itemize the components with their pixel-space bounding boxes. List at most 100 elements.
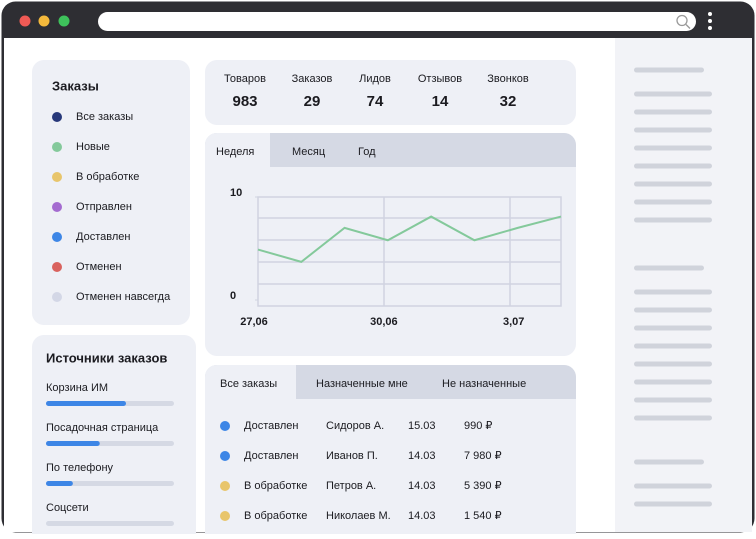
chart-tab[interactable]: Месяц [292,146,326,158]
source-label: Посадочная страница [46,422,159,434]
stat-label: Звонков [487,73,529,85]
chart-tabs-bar [205,133,576,167]
table-cell: 14.03 [408,450,436,462]
progress-track [46,521,174,526]
stat-label: Товаров [224,73,266,85]
placeholder-line [634,67,704,73]
address-bar[interactable] [98,12,696,31]
table-tab[interactable]: Все заказы [220,378,277,390]
orders-panel [32,60,190,325]
table-cell: Иванов П. [326,450,378,462]
chart-tab[interactable]: Год [358,146,376,158]
placeholder-line [634,145,712,151]
panel-title: Источники заказов [46,350,167,365]
placeholder-line [634,265,704,271]
chart-tab[interactable]: Неделя [216,146,254,158]
stat-label: Отзывов [418,73,462,85]
table-tabs-bar [205,365,576,399]
table-cell: 7 980 ₽ [464,450,502,462]
source-label: По телефону [46,462,114,474]
sources-panel [32,335,196,539]
table-cell: 990 ₽ [464,420,492,432]
maximize-button[interactable] [58,15,70,27]
table-cell: Доставлен [244,450,298,462]
placeholder-line [634,459,704,465]
status-dot [52,172,62,182]
menu-icon[interactable] [708,12,712,30]
stat-value: 29 [304,93,321,110]
table-tab[interactable]: Не назначенные [442,378,526,390]
status-dot [52,112,62,122]
active-tab[interactable] [205,365,296,399]
stat-value: 14 [432,93,449,110]
progress-fill [46,481,73,486]
placeholder-line [634,289,712,295]
placeholder-line [634,217,712,223]
status-dot [52,142,62,152]
placeholder-line [634,127,712,133]
table-cell: 14.03 [408,480,436,492]
stat-label: Лидов [359,73,391,85]
x-tick-label: 3,07 [503,316,524,328]
placeholder-line [634,109,712,115]
placeholder-line [634,181,712,187]
placeholder-line [634,307,712,313]
table-cell: Николаев М. [326,510,391,522]
placeholder-line [634,415,712,421]
progress-fill [46,401,126,406]
status-label[interactable]: Новые [76,141,110,153]
y-tick-label: 0 [230,290,236,302]
chart-grid [257,196,562,307]
status-dot [52,232,62,242]
status-label[interactable]: Отправлен [76,201,132,213]
table-cell: В обработке [244,480,307,492]
active-tab[interactable] [205,133,270,167]
x-tick-label: 30,06 [370,316,398,328]
status-dot [220,451,230,461]
search-icon-handle [685,24,691,29]
minimize-button[interactable] [38,15,50,27]
status-label[interactable]: Отменен навсегда [76,291,171,303]
panel-title: Заказы [52,78,99,93]
table-cell: Сидоров А. [326,420,384,432]
status-label[interactable]: Отменен [76,261,122,273]
placeholder-line [634,325,712,331]
placeholder-line [634,379,712,385]
table-panel [205,365,576,539]
table-tab[interactable]: Назначенные мне [316,378,408,390]
table-cell: 15.03 [408,420,436,432]
placeholder-line [634,163,712,169]
status-dot [52,202,62,212]
chart-panel [205,133,576,356]
sidebar [615,38,752,532]
line-series [257,215,562,263]
stat-label: Заказов [292,73,333,85]
status-label[interactable]: В обработке [76,171,139,183]
progress-fill [46,441,100,446]
table-cell: 14.03 [408,510,436,522]
stat-value: 983 [232,93,257,110]
status-label[interactable]: Доставлен [76,231,130,243]
status-dot [220,421,230,431]
x-tick-label: 27,06 [240,316,268,328]
status-label[interactable]: Все заказы [76,111,133,123]
search-icon[interactable] [676,14,688,27]
placeholder-line [634,199,712,205]
table-cell: 1 540 ₽ [464,510,502,522]
status-dot [52,262,62,272]
table-cell: Доставлен [244,420,298,432]
sidebar-lines [634,67,712,507]
placeholder-line [634,343,712,349]
stat-value: 74 [367,93,384,110]
close-button[interactable] [19,15,31,27]
placeholder-line [634,361,712,367]
progress-track [46,481,174,486]
placeholder-line [634,91,712,97]
stats-panel [205,60,576,125]
table-cell: В обработке [244,510,307,522]
placeholder-line [634,483,712,489]
table-cell: 5 390 ₽ [464,480,502,492]
y-tick-label: 10 [230,187,242,199]
stat-value: 32 [500,93,517,110]
